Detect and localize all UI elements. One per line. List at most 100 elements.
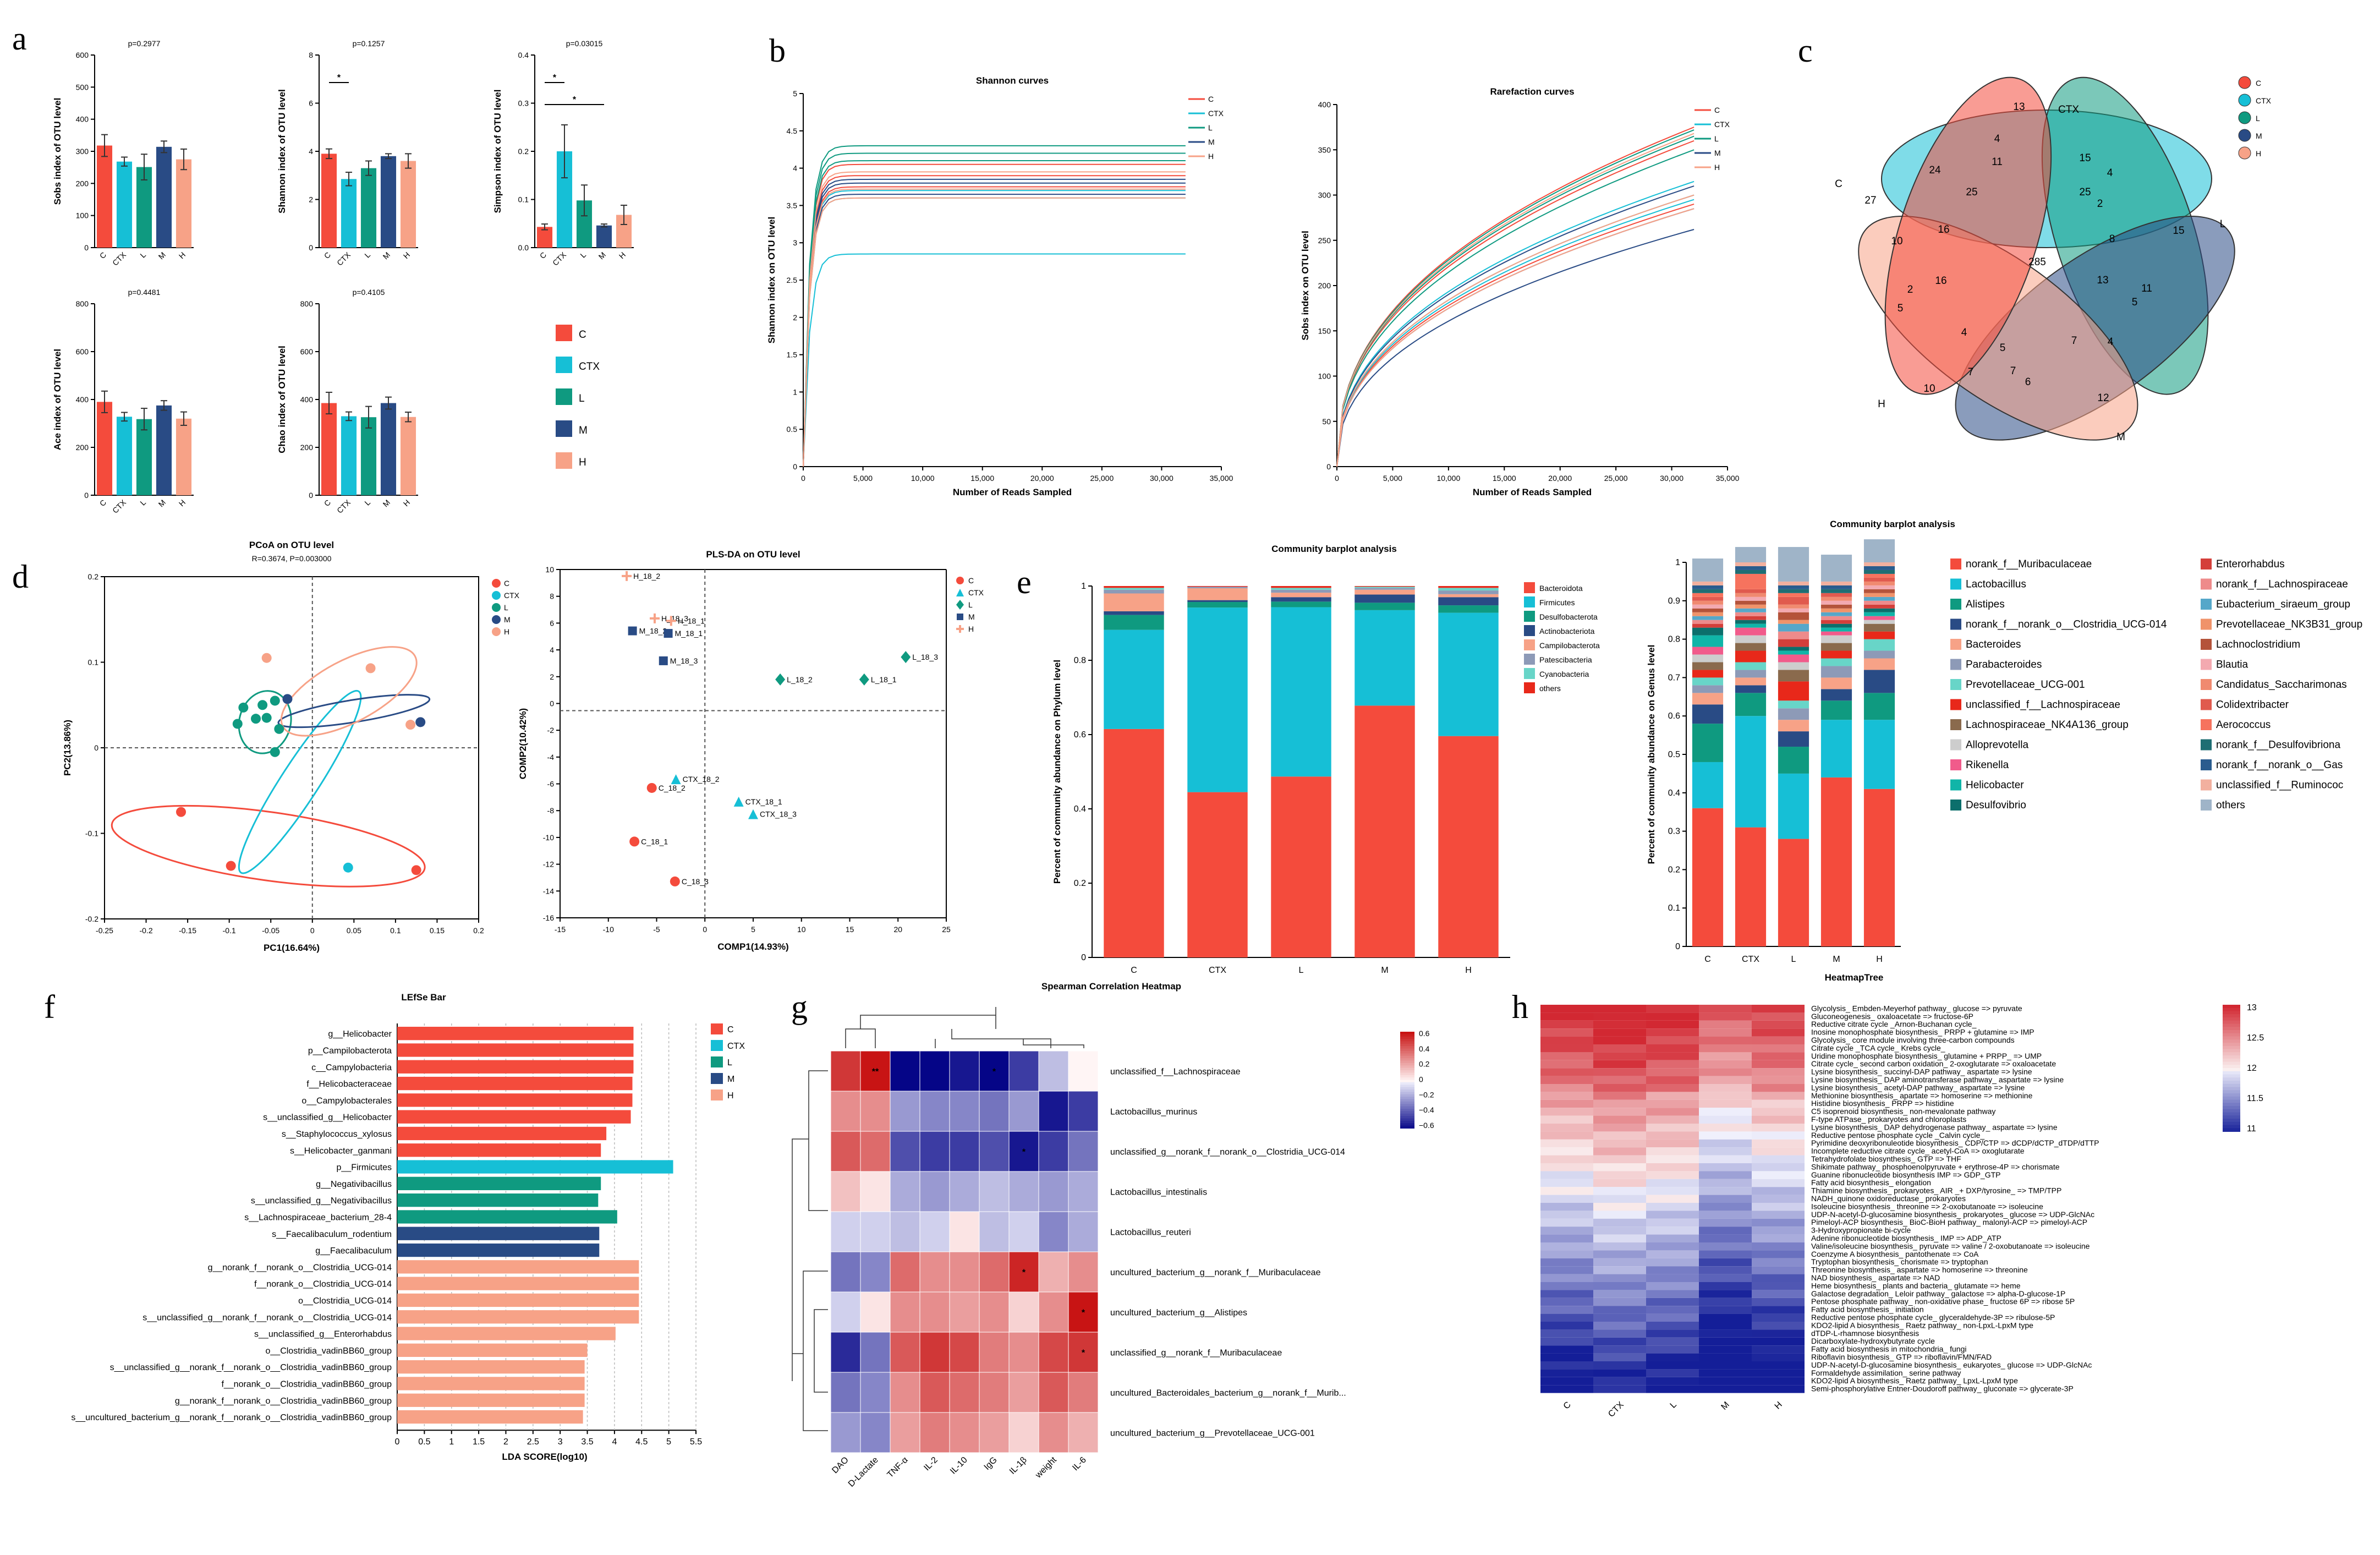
y-tick-label: -10 — [543, 833, 554, 842]
sig-star: * — [1082, 1349, 1085, 1358]
lda-bar-H — [397, 1360, 585, 1374]
lda-bar-C — [397, 1126, 607, 1141]
plot-title: Community barplot analysis — [1271, 544, 1397, 554]
heat-cell — [1752, 1163, 1805, 1171]
heat-cell — [1646, 1020, 1699, 1029]
row-label: uncultured_bacterium_g__norank_f__Muriba… — [1110, 1268, 1321, 1278]
stack-segment — [1735, 589, 1767, 593]
marker-H — [956, 625, 964, 633]
heat-cell — [1752, 1124, 1805, 1132]
stack-segment — [1863, 600, 1895, 605]
legend-swatch — [1950, 639, 1961, 650]
heat-cell — [1699, 1131, 1752, 1140]
legend-marker-H — [492, 627, 501, 636]
x-tick-label: C — [98, 498, 108, 508]
heat-cell — [1752, 1139, 1805, 1148]
legend-label: norank_f__Lachnospiraceae — [2216, 579, 2348, 590]
bar-label: s__unclassified_g__Helicobacter — [263, 1113, 392, 1123]
stack-segment — [1271, 597, 1331, 602]
heat-cell — [1752, 1155, 1805, 1163]
legend-label-C: C — [1714, 106, 1720, 114]
heat-cell — [919, 1050, 950, 1092]
stack-segment — [1735, 570, 1767, 574]
heat-cell — [1646, 1115, 1699, 1124]
row-label: Reductive pentose phosphate cycle _Calvi… — [1811, 1131, 1984, 1140]
stack-segment — [1778, 585, 1809, 589]
heat-cell — [890, 1291, 920, 1333]
heat-cell — [860, 1412, 891, 1453]
stack-segment — [1354, 587, 1415, 588]
bar-L — [136, 419, 152, 495]
heat-cell — [1699, 1203, 1752, 1211]
venn-count: 10 — [1891, 236, 1902, 247]
heat-cell — [1593, 1028, 1646, 1037]
marker-CTX — [733, 796, 744, 807]
x-tick-label: H — [1876, 955, 1883, 964]
legend-label: norank_f__Desulfovibriona — [2216, 740, 2340, 751]
heat-cell — [1646, 1005, 1699, 1013]
heat-cell — [890, 1251, 920, 1293]
bar-C — [96, 402, 113, 495]
bar-L — [360, 417, 377, 495]
y-tick-label: 0.2 — [518, 147, 529, 156]
x-tick-label: 5 — [751, 925, 755, 934]
row-label: 3-Hydroxypropionate bi-cycle — [1811, 1226, 1911, 1235]
point-L — [251, 714, 261, 724]
colorbar-step — [2223, 1106, 2240, 1110]
colorbar-step — [1400, 1058, 1414, 1061]
curve-H — [1336, 133, 1694, 467]
stack-segment — [1863, 596, 1895, 601]
legend-label-M: M — [727, 1075, 734, 1084]
y-tick-label: 50 — [1322, 417, 1331, 426]
curve-C — [803, 163, 1186, 467]
venn-count: 8 — [2109, 233, 2115, 245]
heat-cell — [1646, 1322, 1699, 1330]
curve-C — [1336, 127, 1694, 467]
panel-e-community-barplots: Community barplot analysis 0 0.2 0.4 0.6 0.8 1… — [1052, 519, 2362, 975]
stack-segment — [1778, 647, 1809, 651]
venn-count: 10 — [1923, 383, 1935, 395]
heat-cell — [1540, 1124, 1593, 1132]
venn-count: 4 — [2108, 336, 2114, 348]
colorbar-step — [1400, 1087, 1414, 1090]
heat-cell — [1540, 1353, 1593, 1361]
venn-count: 12 — [2097, 392, 2109, 404]
stack-segment — [1692, 704, 1724, 724]
stack-segment — [1778, 623, 1809, 632]
heat-cell — [1646, 1250, 1699, 1258]
stack-segment — [1735, 693, 1767, 716]
row-label: Formaldehyde assimilation_ serine pathwa… — [1811, 1368, 1961, 1377]
heat-cell — [860, 1171, 891, 1212]
x-tick-label: 0 — [1335, 474, 1339, 483]
stack-segment — [1863, 623, 1895, 632]
column-label: IL-1β — [1008, 1455, 1029, 1476]
y-tick-label: 5 — [793, 89, 797, 98]
bar-label: f__norank_o__Clostridia_UCG-014 — [254, 1280, 392, 1289]
row-label: Tryptophan biosynthesis_ chorismate => t… — [1811, 1257, 1988, 1266]
stack-segment — [1863, 650, 1895, 659]
stack-segment — [1692, 612, 1724, 616]
row-label: Fatty acid biosynthesis_ elongation — [1811, 1178, 1931, 1187]
stack-segment — [1438, 588, 1499, 591]
colorbar-step — [1400, 1089, 1414, 1093]
sig-star: * — [992, 1067, 996, 1077]
colorbar-step — [1400, 1101, 1414, 1105]
stack-segment — [1863, 789, 1895, 946]
legend-label-H: H — [1208, 152, 1214, 161]
heat-cell — [1593, 1084, 1646, 1092]
column-label: M — [1719, 1400, 1731, 1411]
heat-cell — [1540, 1297, 1593, 1306]
x-tick-label: 2 — [503, 1437, 508, 1447]
sig-star: * — [1022, 1268, 1026, 1278]
y-tick-label: -0.2 — [85, 915, 98, 923]
row-label: Semi-phosphorylative Entner-Doudoroff pa… — [1811, 1384, 2074, 1393]
stack-segment — [1104, 615, 1164, 630]
stack-segment — [1778, 700, 1809, 709]
stack-segment — [1863, 566, 1895, 570]
point-C — [226, 861, 236, 871]
heat-cell — [949, 1291, 980, 1333]
colorbar-step — [1400, 1039, 1414, 1042]
stack-segment — [1863, 581, 1895, 585]
heat-cell — [1540, 1306, 1593, 1314]
bar-label: s__unclassified_g__Negativibacillus — [251, 1196, 392, 1206]
